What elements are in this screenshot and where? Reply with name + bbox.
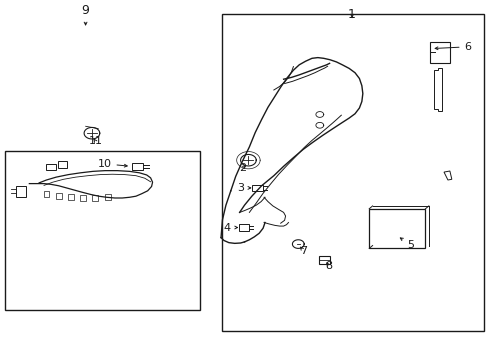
- Bar: [222, 14, 483, 331]
- Text: 9: 9: [81, 4, 89, 25]
- Text: 5: 5: [400, 238, 413, 250]
- Bar: [43, 191, 49, 197]
- Bar: [16, 186, 26, 197]
- Bar: [251, 185, 262, 191]
- Bar: [58, 161, 67, 168]
- Bar: [80, 195, 86, 201]
- Text: 1: 1: [347, 8, 355, 21]
- Bar: [132, 163, 142, 170]
- Bar: [429, 42, 449, 63]
- Bar: [319, 256, 329, 264]
- Text: 6: 6: [434, 42, 470, 52]
- Text: 10: 10: [97, 159, 127, 169]
- Text: 7: 7: [299, 246, 306, 256]
- Text: 4: 4: [223, 222, 237, 233]
- Text: 3: 3: [237, 183, 250, 193]
- Text: 8: 8: [325, 261, 331, 271]
- Bar: [56, 193, 61, 199]
- Bar: [368, 209, 425, 248]
- Text: 2: 2: [239, 163, 246, 173]
- Bar: [68, 194, 74, 200]
- Bar: [92, 195, 98, 201]
- Text: 11: 11: [88, 136, 102, 146]
- Bar: [104, 194, 110, 200]
- Bar: [46, 164, 56, 170]
- Bar: [5, 151, 200, 310]
- Bar: [238, 224, 249, 231]
